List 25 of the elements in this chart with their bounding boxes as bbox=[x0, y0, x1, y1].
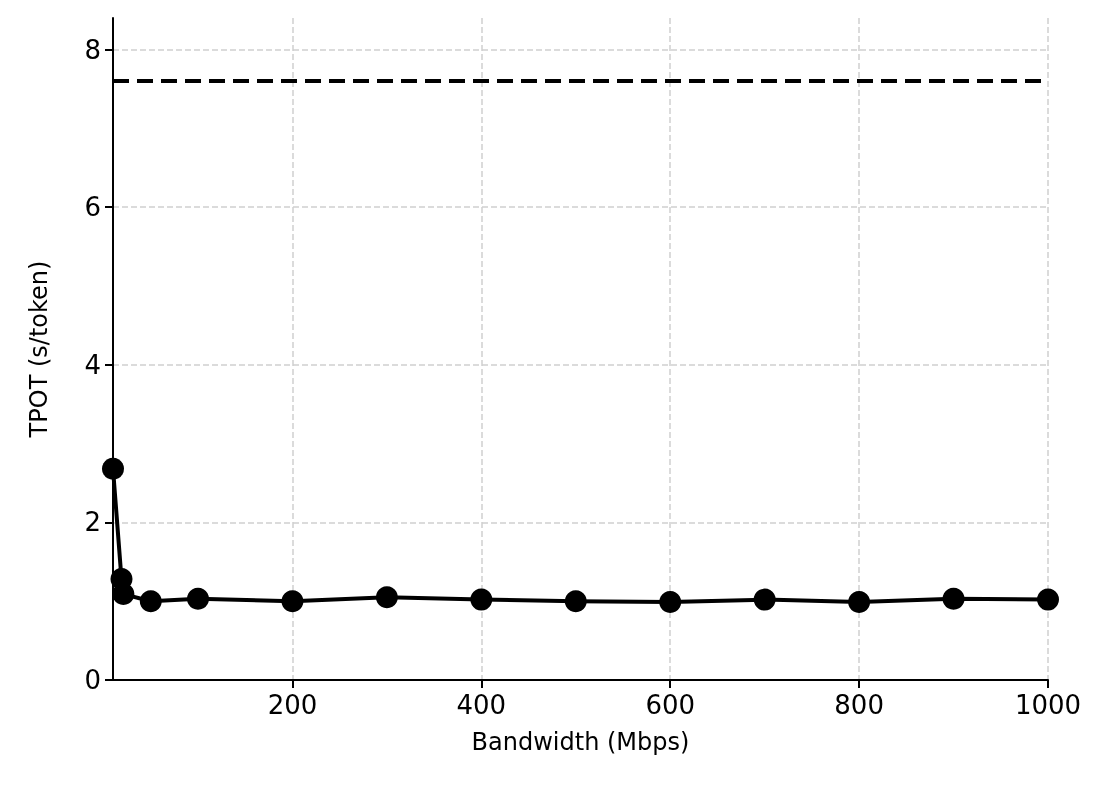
y-tick-label: 8 bbox=[84, 34, 101, 65]
x-tick-label: 600 bbox=[645, 690, 696, 720]
point bbox=[187, 587, 209, 610]
point bbox=[564, 590, 587, 613]
x-tick-label: 800 bbox=[834, 690, 884, 720]
point bbox=[281, 590, 304, 613]
y-tick-label: 4 bbox=[84, 349, 101, 380]
y-axis-title: TPOT (s/token) bbox=[25, 260, 53, 439]
point bbox=[942, 587, 965, 610]
y-tick-label: 0 bbox=[84, 665, 101, 695]
point bbox=[470, 588, 493, 611]
point bbox=[112, 583, 135, 606]
point bbox=[1037, 588, 1059, 611]
x-tick-label: 400 bbox=[456, 690, 507, 720]
point bbox=[139, 590, 162, 613]
y-tick-label: 6 bbox=[84, 192, 101, 223]
point bbox=[375, 586, 398, 609]
x-axis-title: Bandwidth (Mbps) bbox=[471, 728, 690, 756]
x-tick-label: 1000 bbox=[1014, 690, 1082, 720]
point bbox=[659, 590, 682, 613]
point bbox=[753, 588, 776, 611]
point bbox=[102, 457, 124, 480]
x-tick-label: 200 bbox=[267, 690, 318, 720]
point bbox=[848, 590, 871, 613]
y-tick-label: 2 bbox=[84, 507, 101, 538]
